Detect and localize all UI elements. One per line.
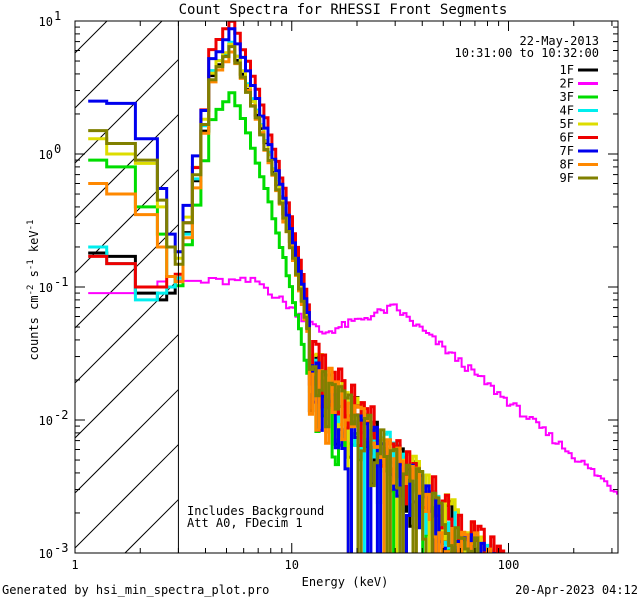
legend-label: 2F: [560, 77, 574, 91]
hatch-line: [74, 224, 179, 329]
series-line-7F: [88, 27, 496, 553]
y-axis-label-part: s: [27, 270, 41, 284]
y-axis-label-part: keV: [27, 230, 41, 259]
footer-timestamp: 20-Apr-2023 04:12: [515, 583, 638, 597]
legend-label: 9F: [560, 171, 574, 185]
y-tick-exponent: -2: [54, 408, 68, 422]
x-tick-label: 1: [71, 558, 78, 572]
time-range-label: 10:31:00 to 10:32:00: [455, 46, 600, 60]
date-label: 22-May-2013: [520, 34, 599, 48]
series-line-9F: [88, 45, 480, 553]
y-axis-label-part: -2: [26, 285, 36, 296]
hatch-line: [74, 59, 179, 164]
series-layer: [88, 21, 618, 553]
hatch-line: [124, 499, 179, 554]
series-line-1F: [88, 43, 499, 553]
legend-label: 3F: [560, 90, 574, 104]
legend: 22-May-2013 10:31:00 to 10:32:00 1F2F3F4…: [455, 34, 600, 185]
y-axis-label-part: -1: [26, 220, 36, 231]
y-axis-label: counts cm-2 s-1 keV-1: [26, 220, 41, 361]
series-line-8F: [88, 50, 496, 553]
hatch-line: [74, 20, 108, 54]
series-line-3F: [88, 91, 480, 553]
y-axis-label-part: counts cm: [27, 295, 41, 360]
y-tick-exponent: 0: [54, 142, 61, 156]
x-tick-label: 10: [285, 558, 299, 572]
annotation-attenuator: Att A0, FDecim 1: [187, 516, 303, 530]
legend-label: 6F: [560, 131, 574, 145]
x-tick-label: 100: [498, 558, 520, 572]
hatch-line: [74, 444, 179, 549]
y-tick-label: 10: [39, 148, 53, 162]
legend-label: 4F: [560, 104, 574, 118]
series-line-4F: [88, 40, 493, 553]
x-axis-label: Energy (keV): [302, 575, 389, 589]
y-axis-label-part: -1: [26, 259, 36, 270]
series-line-5F: [88, 42, 486, 553]
hatch-line: [74, 279, 179, 384]
hatch-line: [74, 389, 179, 494]
y-tick-exponent: -1: [54, 275, 68, 289]
legend-label: 1F: [560, 63, 574, 77]
series-line-2F: [88, 275, 618, 495]
chart-title: Count Spectra for RHESSI Front Segments: [179, 2, 508, 18]
y-tick-label: 10: [39, 15, 53, 29]
footer-generator: Generated by hsi_min_spectra_plot.pro: [2, 583, 269, 597]
legend-label: 8F: [560, 158, 574, 172]
y-tick-label: 10: [39, 414, 53, 428]
y-tick-label: 10: [39, 281, 53, 295]
y-tick-exponent: 1: [54, 9, 61, 23]
hatch-line: [74, 334, 179, 439]
hatch-line: [74, 20, 163, 109]
y-tick-exponent: -3: [54, 541, 68, 555]
annotation-background: Includes Background: [187, 504, 324, 518]
legend-label: 7F: [560, 144, 574, 158]
legend-label: 5F: [560, 117, 574, 131]
y-tick-label: 10: [39, 547, 53, 561]
